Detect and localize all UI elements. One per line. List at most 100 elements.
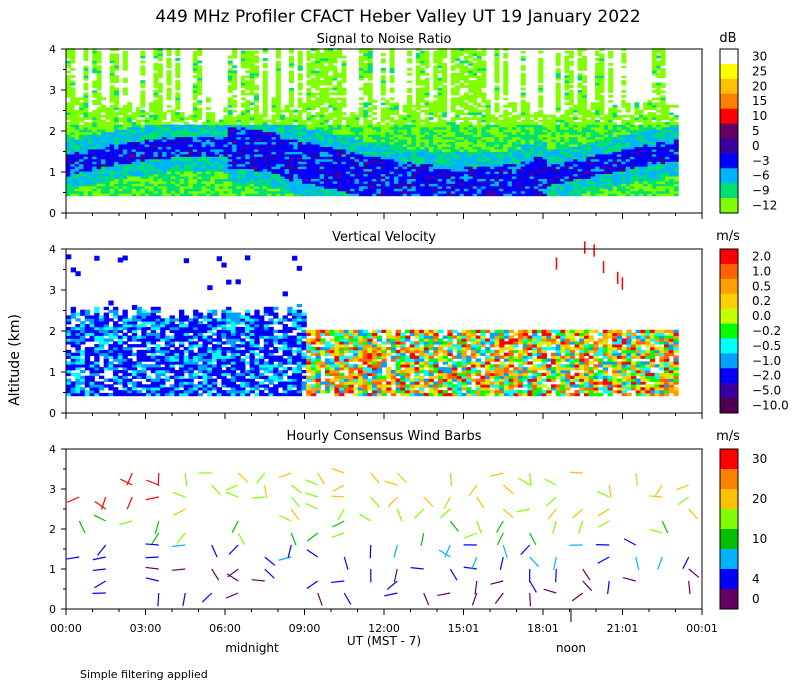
snr-cell <box>376 190 382 194</box>
snr-cell <box>498 168 504 172</box>
snr-cell <box>433 131 439 135</box>
snr-cell <box>507 141 513 145</box>
snr-cell <box>337 99 343 103</box>
snr-cell <box>131 153 137 157</box>
snr-cell <box>92 112 98 115</box>
snr-cell <box>122 58 128 61</box>
snr-cell <box>446 136 452 140</box>
snr-cell <box>140 60 146 64</box>
snr-cell <box>389 53 395 56</box>
snr-cell <box>223 126 229 130</box>
snr-cell <box>175 163 181 167</box>
snr-cell <box>433 193 439 197</box>
snr-cell <box>306 112 312 115</box>
snr-cell <box>350 161 356 165</box>
snr-cell <box>166 75 172 79</box>
snr-cell <box>131 156 137 160</box>
snr-cell <box>485 173 491 177</box>
snr-cell <box>288 176 294 179</box>
snr-cell <box>192 181 198 184</box>
snr-cell <box>179 168 185 172</box>
snr-cell <box>262 75 268 79</box>
snr-cell <box>293 158 299 162</box>
snr-cell <box>245 149 251 152</box>
snr-cell <box>490 144 496 147</box>
snr-cell <box>529 129 535 133</box>
snr-cell <box>175 185 181 189</box>
snr-cell <box>494 190 500 194</box>
snr-cell <box>525 176 531 179</box>
snr-cell <box>192 168 198 172</box>
snr-cell <box>280 146 286 150</box>
snr-cell <box>144 168 150 172</box>
snr-cell <box>455 188 461 192</box>
snr-cell <box>122 185 128 189</box>
snr-cell <box>288 114 294 118</box>
snr-cell <box>70 181 76 184</box>
snr-cell <box>411 149 417 152</box>
snr-cell <box>205 183 211 187</box>
snr-cell <box>214 173 220 177</box>
snr-cell <box>284 193 290 197</box>
snr-cell <box>310 107 316 111</box>
snr-cell <box>472 75 478 79</box>
snr-cell <box>367 65 373 69</box>
snr-cell <box>398 156 404 160</box>
snr-cell <box>398 161 404 165</box>
snr-cell <box>542 166 548 170</box>
snr-cell <box>481 149 487 152</box>
snr-cell <box>280 141 286 145</box>
snr-cell <box>490 156 496 160</box>
snr-cell <box>358 80 364 84</box>
snr-cell <box>415 193 421 197</box>
snr-cell <box>70 185 76 189</box>
snr-cell <box>297 102 303 106</box>
snr-cell <box>188 183 194 187</box>
snr-cell <box>109 55 115 59</box>
snr-cell <box>254 126 259 130</box>
snr-cell <box>345 131 351 135</box>
snr-cell <box>79 190 85 194</box>
snr-cell <box>245 112 251 115</box>
snr-cell <box>358 144 364 147</box>
snr-cell <box>135 141 141 145</box>
snr-cell <box>254 188 259 192</box>
snr-cell <box>415 176 421 179</box>
snr-cell <box>490 119 496 123</box>
snr-cell <box>297 129 303 133</box>
snr-cell <box>297 131 303 135</box>
snr-cell <box>393 136 399 140</box>
snr-cell <box>135 178 141 182</box>
snr-cell <box>372 188 378 192</box>
snr-cell <box>442 72 448 76</box>
snr-cell <box>459 139 465 143</box>
snr-cell <box>254 94 259 98</box>
snr-cell <box>297 158 303 162</box>
snr-cell <box>280 136 286 140</box>
snr-cell <box>210 158 216 162</box>
snr-cell <box>481 168 487 172</box>
snr-cell <box>79 185 85 189</box>
snr-cell <box>428 131 434 135</box>
snr-cell <box>446 173 452 177</box>
snr-cell <box>332 178 338 182</box>
snr-cell <box>310 82 316 86</box>
snr-cell <box>83 166 89 170</box>
snr-cell <box>433 97 439 101</box>
snr-cell <box>92 94 98 98</box>
snr-cell <box>83 153 89 157</box>
snr-cell <box>297 82 303 86</box>
snr-cell <box>477 185 482 189</box>
snr-cell <box>433 139 439 143</box>
snr-cell <box>96 107 102 111</box>
snr-cell <box>227 158 233 162</box>
snr-cell <box>341 146 347 150</box>
snr-cell <box>262 166 268 170</box>
snr-cell <box>389 176 395 179</box>
snr-cell <box>516 163 522 167</box>
snr-cell <box>420 173 426 177</box>
snr-cell <box>267 158 273 162</box>
snr-cell <box>424 126 430 130</box>
snr-cell <box>227 151 233 155</box>
snr-cell <box>92 144 98 147</box>
